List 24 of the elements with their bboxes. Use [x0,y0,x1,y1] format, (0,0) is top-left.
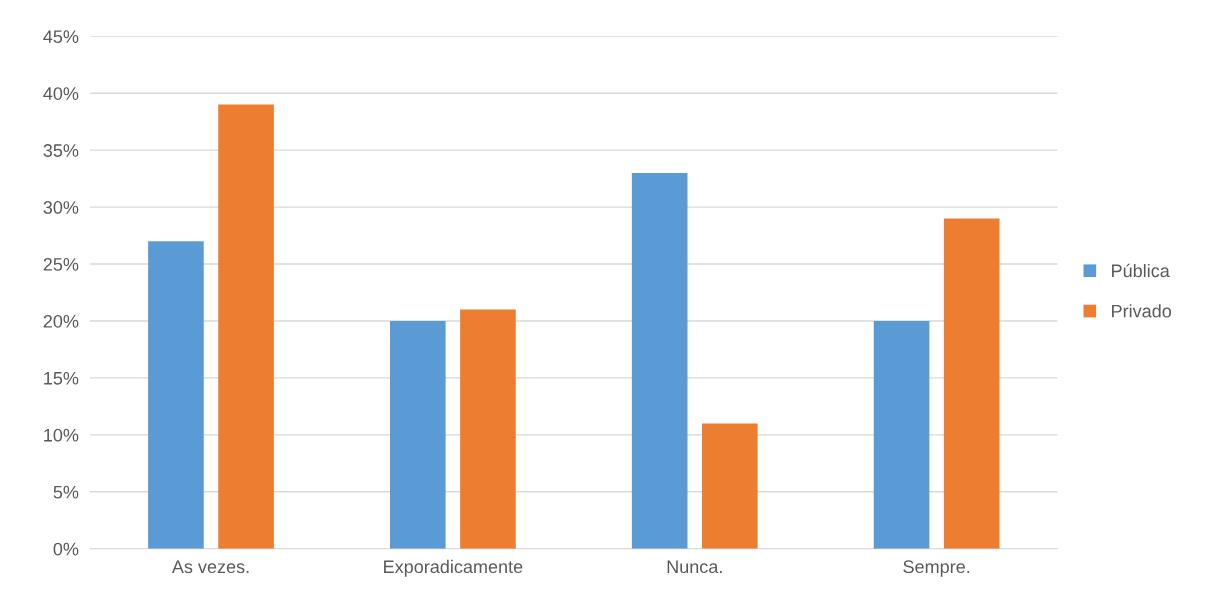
bar [631,172,688,549]
y-tick-label: 20% [43,314,79,328]
y-tick-label: 30% [43,201,79,214]
x-tick-label: Nunca. [667,560,722,574]
y-tick-label: 25% [43,257,79,271]
bar [702,423,758,549]
y-tick-label: 15% [44,371,79,385]
y-tick-label: 40% [43,87,79,100]
y-tick-label: 45% [43,30,79,44]
y-tick-label: 35% [43,144,79,157]
x-tick-label: Sempre. [903,560,970,577]
bar [460,309,516,549]
bar [389,320,446,549]
x-tick-label: Exporadicamente [384,559,523,577]
bar [873,320,930,549]
x-tick-label: As vezes. [171,560,249,574]
bar [943,218,1000,549]
bar [148,241,204,549]
legend-label: Pública [1112,263,1170,278]
legend-label: Privado [1112,304,1172,318]
y-tick-label: 5% [53,485,79,499]
bar [218,104,274,549]
y-tick-label: 10% [44,428,79,442]
y-tick-label: 0% [53,542,79,556]
